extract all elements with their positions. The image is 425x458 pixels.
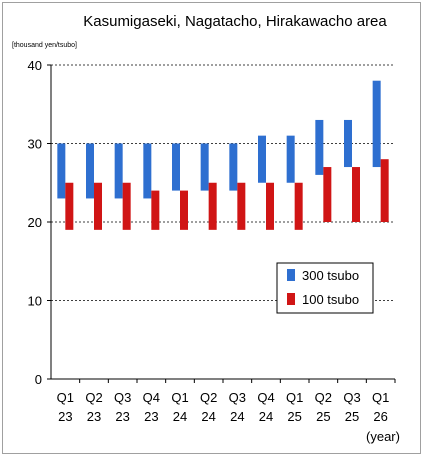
x-tick-quarter-label: Q2 [85, 390, 102, 405]
x-tick-year-label: 23 [144, 409, 158, 424]
bar-300-tsubo [344, 119, 352, 168]
x-tick-quarter-label: Q2 [315, 390, 332, 405]
bar-100-tsubo [151, 190, 160, 230]
y-axis-ticks: 0 10 20 30 40 [28, 58, 51, 387]
x-tick-year-label: 25 [316, 409, 330, 424]
x-tick-year-label: 24 [201, 409, 215, 424]
bar-300-tsubo [114, 143, 123, 199]
chart-title: Kasumigaseki, Nagatacho, Hirakawacho are… [83, 13, 387, 30]
y-tick-label: 30 [28, 137, 42, 152]
bar-300-tsubo [172, 143, 180, 191]
x-axis-label: (year) [366, 429, 400, 444]
legend-swatch [287, 269, 295, 281]
bar-300-tsubo [143, 143, 152, 199]
y-tick-label: 40 [28, 58, 42, 73]
bar-100-tsubo [237, 182, 246, 230]
bar-100-tsubo [294, 182, 303, 230]
bar-300-tsubo [229, 143, 238, 191]
bar-300-tsubo [286, 135, 295, 183]
bar-300-tsubo [258, 135, 266, 183]
x-tick-quarter-label: Q2 [200, 390, 217, 405]
legend-label: 100 tsubo [302, 292, 359, 307]
bars [57, 80, 389, 230]
y-axis-unit-label: [thousand yen/tsubo] [12, 42, 77, 49]
bar-100-tsubo [65, 182, 74, 230]
bar-300-tsubo [200, 143, 209, 191]
x-tick-quarter-label: Q4 [143, 390, 160, 405]
bar-100-tsubo [352, 167, 360, 222]
bar-100-tsubo [208, 182, 217, 230]
y-tick-label: 0 [35, 372, 42, 387]
x-tick-quarter-label: Q1 [171, 390, 188, 405]
gridlines [51, 64, 395, 301]
x-tick-quarter-label: Q3 [229, 390, 246, 405]
x-tick-year-label: 23 [115, 409, 129, 424]
y-tick-label: 20 [28, 215, 42, 230]
bar-100-tsubo [122, 182, 131, 230]
bar-100-tsubo [266, 182, 274, 230]
x-tick-year-label: 23 [58, 409, 72, 424]
bar-100-tsubo [380, 159, 389, 222]
x-tick-year-label: 24 [173, 409, 187, 424]
bar-300-tsubo [86, 143, 94, 199]
x-tick-quarter-label: Q4 [257, 390, 274, 405]
bar-100-tsubo [323, 167, 332, 222]
bar-100-tsubo [180, 190, 188, 230]
x-tick-year-label: 26 [373, 409, 387, 424]
bar-300-tsubo [315, 119, 324, 175]
x-tick-quarter-label: Q3 [114, 390, 131, 405]
x-tick-quarter-label: Q3 [343, 390, 360, 405]
chart-frame: Kasumigaseki, Nagatacho, Hirakawacho are… [2, 2, 421, 454]
legend: 300 tsubo 100 tsubo [276, 262, 374, 314]
x-tick-year-label: 25 [345, 409, 359, 424]
x-axis-ticks: Q1 23 Q2 23 Q3 23 Q4 23 Q1 24 Q2 24 Q3 24 Q4 24 Q1 25 Q2 25… [57, 379, 396, 424]
x-tick-year-label: 23 [87, 409, 101, 424]
x-tick-year-label: 24 [259, 409, 273, 424]
x-tick-quarter-label: Q1 [57, 390, 74, 405]
chart-svg: Kasumigaseki, Nagatacho, Hirakawacho are… [12, 13, 400, 444]
legend-swatch [287, 293, 295, 305]
x-tick-year-label: 24 [230, 409, 244, 424]
x-tick-quarter-label: Q1 [286, 390, 303, 405]
bar-300-tsubo [57, 143, 66, 199]
bar-100-tsubo [94, 182, 102, 230]
x-tick-quarter-label: Q1 [372, 390, 389, 405]
legend-label: 300 tsubo [302, 268, 359, 283]
y-tick-label: 10 [28, 294, 42, 309]
bar-300-tsubo [372, 80, 381, 168]
x-tick-year-label: 25 [287, 409, 301, 424]
